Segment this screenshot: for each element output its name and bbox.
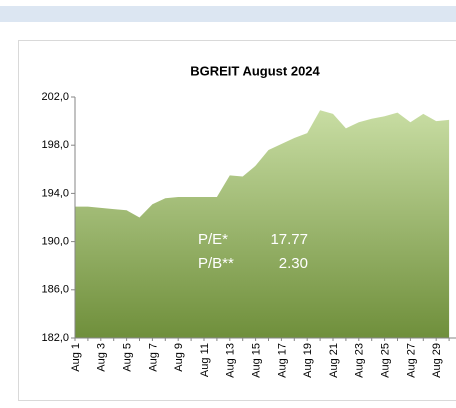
- x-tick-label: Aug 21: [328, 343, 340, 378]
- x-tick-label: Aug 23: [354, 343, 366, 378]
- y-tick-label: 198,0: [41, 139, 69, 151]
- x-tick-label: Aug 15: [251, 343, 263, 378]
- y-tick-label: 202,0: [41, 91, 69, 103]
- top-band: [0, 6, 456, 22]
- x-tick-label: Aug 3: [96, 343, 108, 372]
- annotation-label: P/E*: [198, 231, 228, 248]
- x-tick-label: Aug 27: [405, 343, 417, 378]
- y-tick-label: 190,0: [41, 236, 69, 248]
- x-tick-label: Aug 13: [225, 343, 237, 378]
- y-tick-label: 186,0: [41, 284, 69, 296]
- x-tick-label: Aug 11: [199, 343, 211, 377]
- x-tick-label: Aug 5: [122, 343, 134, 372]
- x-tick-label: Aug 1: [70, 343, 82, 372]
- annotation-value: 17.77: [270, 231, 308, 248]
- annotation-value: 2.30: [279, 255, 308, 272]
- x-tick-label: Aug 29: [431, 343, 443, 378]
- x-tick-label: Aug 25: [380, 343, 392, 378]
- x-tick-label: Aug 19: [302, 343, 314, 378]
- x-tick-label: Aug 17: [276, 343, 288, 378]
- x-tick-label: Aug 9: [173, 343, 185, 372]
- annotation-label: P/B**: [198, 255, 234, 272]
- chart-title: BGREIT August 2024: [190, 63, 320, 78]
- x-tick-label: Aug 7: [147, 343, 159, 372]
- y-tick-label: 182,0: [41, 332, 69, 344]
- y-tick-label: 194,0: [41, 187, 69, 199]
